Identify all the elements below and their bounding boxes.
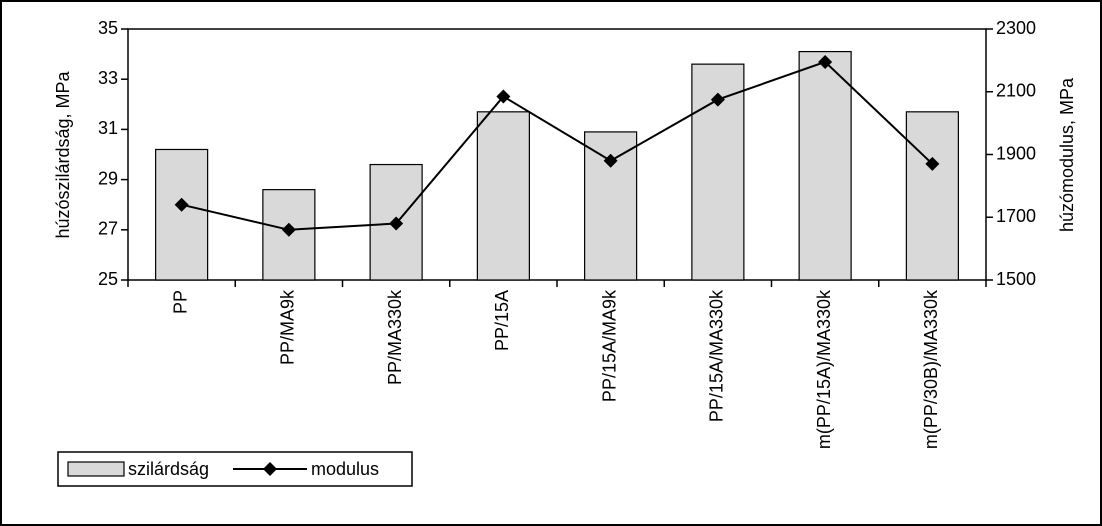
x-tick-label: PP/MA330k <box>385 289 405 385</box>
bar <box>476 111 530 281</box>
y-tick-label: 35 <box>98 18 118 38</box>
line <box>181 60 934 231</box>
y2-axis-label: húzómodulus, MPa <box>1057 77 1077 232</box>
x-tick-label: PP/MA9k <box>278 289 298 365</box>
y2-tick-label: 2300 <box>996 18 1036 38</box>
legend-swatch <box>67 461 125 477</box>
marker <box>603 153 618 168</box>
marker <box>496 89 511 104</box>
marker <box>174 197 189 212</box>
legend-label: modulus <box>311 459 379 479</box>
x-tick-label: PP/15A/MA330k <box>707 289 727 422</box>
marker <box>281 222 296 237</box>
x-tick-label: PP/15A/MA9k <box>599 289 619 402</box>
y-tick-label: 31 <box>98 118 118 138</box>
y-axis-label: húzószilárdság, MPa <box>53 70 73 238</box>
y-tick-label: 33 <box>98 68 118 88</box>
legend-label: szilárdság <box>128 459 209 479</box>
y2-tick-label: 1700 <box>996 206 1036 226</box>
x-tick-label: m(PP/15A)/MA330k <box>814 289 834 449</box>
x-tick-label: PP <box>170 290 190 314</box>
marker <box>925 156 940 171</box>
y-tick-label: 27 <box>98 219 118 239</box>
y2-tick-label: 1900 <box>996 143 1036 163</box>
marker <box>818 54 833 69</box>
y2-tick-label: 2100 <box>996 81 1036 101</box>
bar <box>155 148 209 281</box>
y-tick-label: 25 <box>98 269 118 289</box>
y2-tick-label: 1500 <box>996 269 1036 289</box>
legend-marker <box>263 462 277 476</box>
marker <box>710 92 725 107</box>
marker <box>389 216 404 231</box>
x-tick-label: PP/15A <box>492 290 512 351</box>
y-tick-label: 29 <box>98 168 118 188</box>
bar <box>798 50 852 281</box>
bar <box>905 111 959 281</box>
x-tick-label: m(PP/30B)/MA330k <box>921 289 941 449</box>
